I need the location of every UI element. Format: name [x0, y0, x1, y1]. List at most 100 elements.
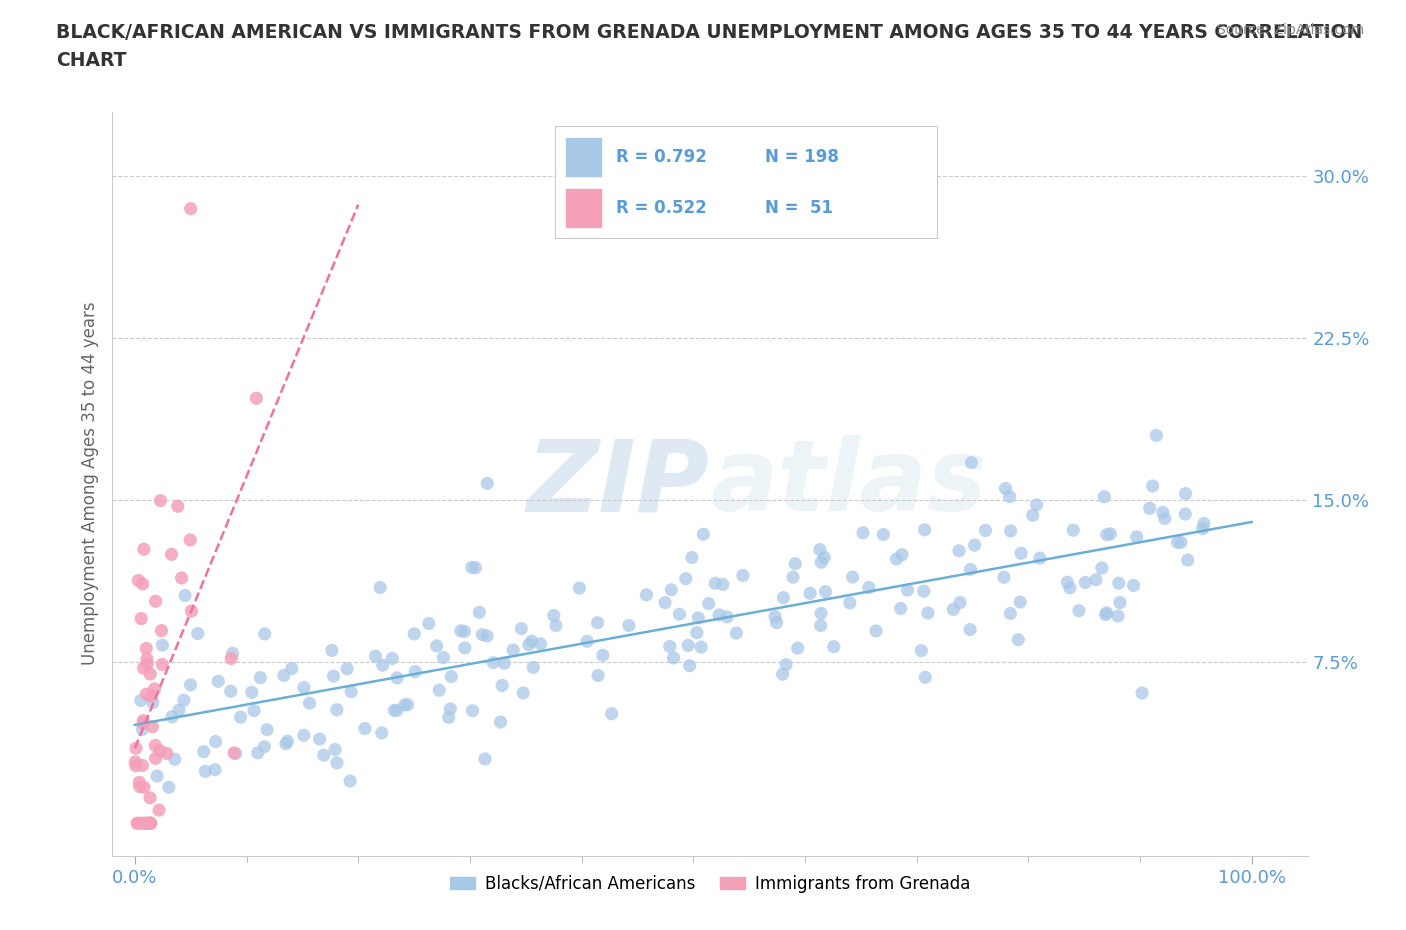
Point [139, 667, 162, 682]
Point [948, 543, 970, 558]
Point [141, 719, 163, 734]
Point [385, 671, 408, 685]
Point [1062, 523, 1084, 538]
Point [179, 533, 201, 548]
Point [145, 593, 167, 608]
Point [292, 680, 315, 695]
Point [841, 570, 863, 585]
Point [544, 618, 567, 633]
Point [686, 625, 709, 640]
Point [427, 683, 450, 698]
Point [322, 669, 344, 684]
Point [636, 588, 658, 603]
Point [454, 641, 477, 656]
Point [896, 583, 918, 598]
Point [461, 703, 484, 718]
Point [204, 763, 226, 777]
Y-axis label: Unemployment Among Ages 35 to 44 years: Unemployment Among Ages 35 to 44 years [80, 302, 98, 665]
Point [775, 658, 797, 672]
Point [136, 652, 159, 667]
Point [229, 710, 252, 724]
Point [128, 779, 150, 794]
Point [174, 588, 197, 603]
Point [339, 774, 361, 789]
Point [221, 646, 243, 661]
Point [963, 538, 986, 552]
Point [810, 606, 832, 621]
Point [910, 644, 932, 658]
Point [439, 701, 461, 716]
Point [475, 629, 498, 644]
Point [224, 746, 246, 761]
Point [1021, 508, 1043, 523]
Point [142, 695, 165, 710]
Point [799, 586, 821, 601]
Point [180, 201, 202, 216]
Point [131, 722, 153, 737]
Point [1174, 486, 1197, 501]
Point [129, 611, 152, 626]
Point [148, 803, 170, 817]
Point [600, 706, 623, 721]
Point [765, 615, 787, 630]
Point [959, 562, 981, 577]
Point [135, 816, 157, 830]
Point [785, 556, 807, 571]
Point [132, 713, 155, 728]
Point [256, 723, 278, 737]
Point [617, 618, 640, 633]
Point [658, 639, 681, 654]
Point [243, 703, 266, 718]
Point [336, 661, 359, 676]
Point [1059, 580, 1081, 595]
Point [960, 455, 983, 470]
Point [692, 527, 714, 542]
Point [127, 573, 149, 588]
Point [491, 678, 513, 693]
Point [134, 816, 156, 830]
Point [364, 649, 387, 664]
Point [681, 550, 703, 565]
Point [1170, 535, 1192, 550]
Text: Source: ZipAtlas.com: Source: ZipAtlas.com [1216, 23, 1364, 37]
Point [160, 710, 183, 724]
Point [145, 751, 167, 765]
Point [586, 668, 609, 683]
Point [245, 391, 267, 405]
Point [786, 641, 808, 656]
Point [690, 640, 713, 655]
Point [326, 755, 349, 770]
Point [1125, 529, 1147, 544]
Point [1010, 594, 1032, 609]
Point [949, 595, 972, 610]
Point [489, 714, 512, 729]
Text: atlas: atlas [710, 435, 987, 532]
Point [471, 627, 494, 642]
Point [872, 527, 894, 542]
Point [731, 568, 754, 583]
Legend: Blacks/African Americans, Immigrants from Grenada: Blacks/African Americans, Immigrants fro… [443, 868, 977, 899]
Point [502, 643, 524, 658]
Point [891, 547, 914, 562]
Point [207, 674, 229, 689]
Point [994, 481, 1017, 496]
Point [676, 638, 699, 653]
Point [166, 498, 188, 513]
Point [163, 751, 186, 766]
Point [437, 710, 460, 724]
Point [529, 636, 551, 651]
Point [1174, 507, 1197, 522]
Point [517, 637, 540, 652]
Point [1191, 521, 1213, 536]
Point [128, 775, 150, 790]
Point [149, 743, 172, 758]
Point [852, 525, 875, 540]
Point [136, 657, 159, 671]
Text: BLACK/AFRICAN AMERICAN VS IMMIGRANTS FROM GRENADA UNEMPLOYMENT AMONG AGES 35 TO : BLACK/AFRICAN AMERICAN VS IMMIGRANTS FRO… [56, 23, 1362, 42]
Point [482, 656, 505, 671]
Point [276, 734, 298, 749]
Point [450, 623, 472, 638]
Point [814, 584, 837, 599]
Point [886, 551, 908, 566]
Point [167, 703, 190, 718]
